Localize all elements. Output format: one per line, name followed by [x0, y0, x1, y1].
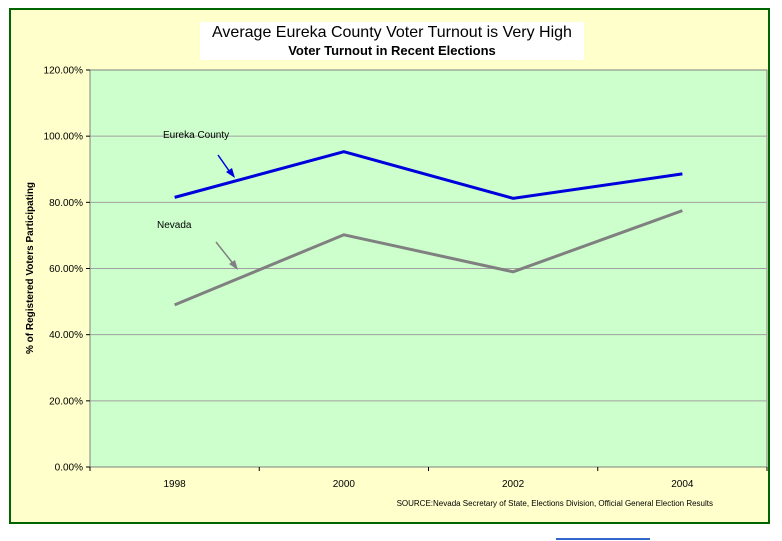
x-axis-ticks: 1998 2000 2002 2004 [89, 467, 768, 490]
y-axis-ticks: 0.00% 20.00% 40.00% 60.00% 80.00% 100.00% 120.… [44, 66, 90, 474]
nevada-arrow [215, 241, 236, 267]
y-tick-label: 80.00% [49, 198, 83, 209]
x-tick-label: 2004 [671, 479, 694, 490]
chart-title: Average Eureka County Voter Turnout is V… [212, 24, 572, 41]
chart-subtitle: Voter Turnout in Recent Elections [288, 43, 496, 58]
nevada-annotation: Nevada [157, 220, 192, 231]
source-note: SOURCE:Nevada Secretary of State, Electi… [397, 499, 713, 508]
gridlines [90, 135, 767, 402]
x-tick-label: 2000 [333, 479, 356, 490]
bottom-link-bar[interactable] [556, 538, 650, 540]
title-box: Average Eureka County Voter Turnout is V… [200, 22, 584, 60]
x-tick-label: 2002 [502, 479, 525, 490]
eureka-county-annotation: Eureka County [163, 130, 229, 141]
y-tick-label: 20.00% [49, 396, 83, 407]
y-tick-label: 60.00% [49, 264, 83, 275]
y-tick-label: 0.00% [55, 463, 83, 474]
y-tick-label: 40.00% [49, 330, 83, 341]
eureka-county-arrowhead [226, 168, 235, 178]
series-line-nevada [174, 209, 683, 307]
y-axis-label: % of Registered Voters Participating [25, 182, 36, 354]
nevada-arrowhead [229, 260, 238, 270]
y-tick-label: 120.00% [44, 66, 84, 77]
series-lines [174, 150, 683, 307]
x-tick-label: 1998 [164, 479, 187, 490]
series-line-eureka-county [174, 150, 683, 200]
y-tick-label: 100.00% [44, 132, 84, 143]
